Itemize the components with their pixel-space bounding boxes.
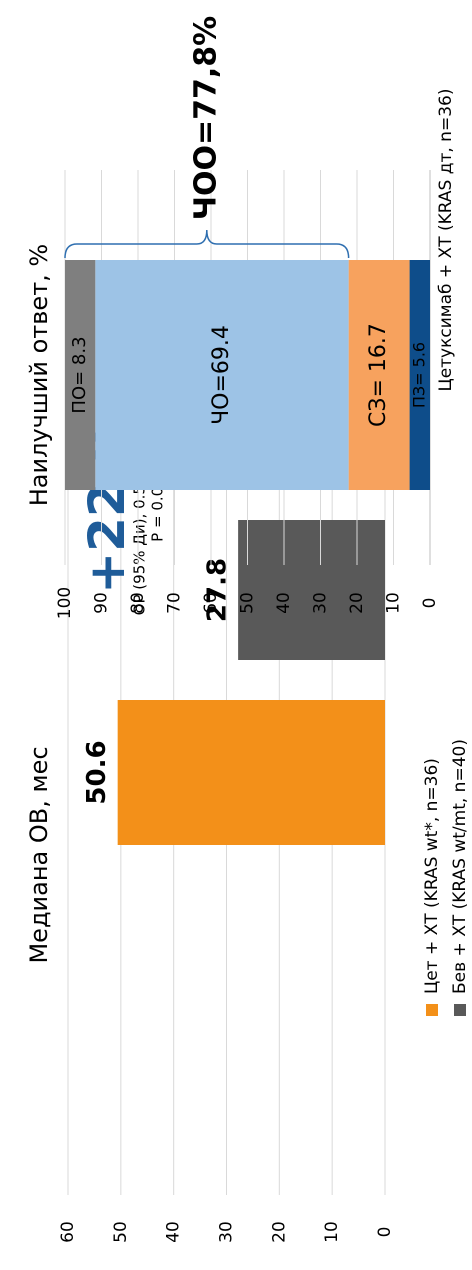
legend-label: Бев + ХТ (KRAS wt/mt, n=40) <box>450 739 470 994</box>
y-tick-label: 0 <box>420 598 440 609</box>
y-tick-label: 80 <box>128 592 148 614</box>
y-tick-label: 70 <box>165 592 185 614</box>
y-tick-label: 40 <box>274 592 294 614</box>
bar-value-label: 50.6 <box>82 740 112 804</box>
y-tick-label: 40 <box>164 1221 184 1243</box>
bar-segment <box>348 260 410 490</box>
chart-title: Наилучший ответ, % <box>25 244 53 506</box>
segment-label: ПЗ= 5.6 <box>409 342 428 408</box>
y-tick-label: 20 <box>269 1221 289 1243</box>
segment-label: СЗ= 16.7 <box>366 323 391 427</box>
segment-label: ПО= 8.3 <box>69 336 90 413</box>
annotation: ЧОО=77,8% <box>188 16 223 220</box>
y-tick-label: 50 <box>238 592 258 614</box>
bar <box>117 700 385 845</box>
x-tick-label: Цетуксимаб + ХТ (KRAS дт, n=36) <box>436 89 456 392</box>
y-tick-label: 10 <box>384 592 404 614</box>
bar-value-label: 27.8 <box>203 558 233 622</box>
legend-swatch <box>454 1004 466 1016</box>
legend-label: Цет + ХТ (KRAS wt*, n=36) <box>422 758 442 994</box>
y-tick-label: 0 <box>375 1227 395 1238</box>
y-tick-label: 20 <box>347 592 367 614</box>
brace <box>64 229 350 259</box>
chart-title: Медиана ОВ, мес <box>25 746 53 963</box>
bar-segment <box>65 260 96 490</box>
y-tick-label: 90 <box>92 592 112 614</box>
y-tick-label: 30 <box>217 1221 237 1243</box>
legend-swatch <box>426 1004 438 1016</box>
y-tick-label: 100 <box>55 587 75 619</box>
y-tick-label: 10 <box>322 1221 342 1243</box>
y-tick-label: 60 <box>58 1221 78 1243</box>
segment-label: ЧО=69.4 <box>209 325 234 425</box>
y-tick-label: 30 <box>311 592 331 614</box>
bar <box>238 520 385 660</box>
bar-segment <box>95 260 349 490</box>
y-tick-label: 60 <box>201 592 221 614</box>
bar-segment <box>409 260 430 490</box>
y-tick-label: 50 <box>111 1221 131 1243</box>
